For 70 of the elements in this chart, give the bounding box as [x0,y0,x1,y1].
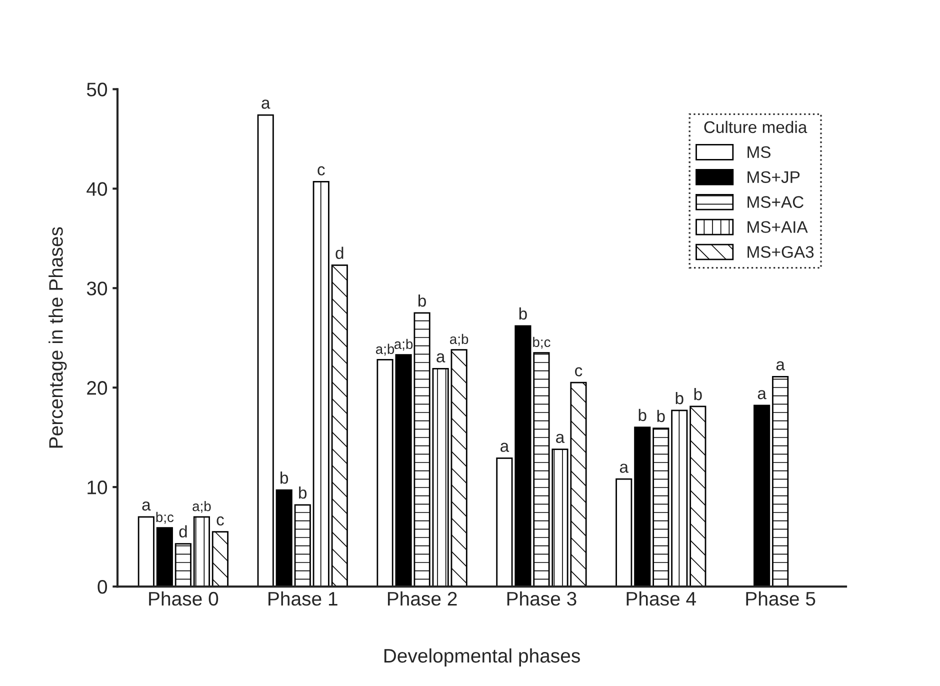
bar [257,114,274,587]
y-tick-label: 20 [87,381,108,395]
y-axis-title: Percentage in the Phases [48,227,67,448]
bar [754,404,770,587]
x-tick-label: Phase 0 [149,591,218,606]
y-tick-label: 50 [86,82,108,96]
bar [193,516,210,587]
x-tick-label: Phase 4 [626,591,696,606]
data-label: b;c [533,336,550,349]
data-label: b [694,388,702,400]
bar [212,531,228,587]
legend-label: MS+GA3 [748,246,814,258]
legend-label: MS+AIA [748,221,808,233]
bar [450,349,468,587]
bar [414,312,430,587]
bar [138,516,154,587]
y-tick-label: 30 [86,282,108,296]
data-label: b [280,472,288,484]
data-label: b [299,486,307,499]
bar [312,180,330,587]
bar [156,527,173,587]
data-label: b [657,410,665,422]
data-label: a [556,434,565,443]
data-label: d [179,525,187,538]
data-label: a [262,100,270,109]
data-label: b [418,294,426,307]
data-label: b [638,408,646,422]
data-label: a [436,353,446,362]
bar [496,458,513,587]
data-label: b;c [156,512,174,524]
legend-label: MS+JP [748,171,800,184]
bar [432,368,449,587]
bar [671,410,688,587]
bar [331,264,348,587]
x-axis-title: Developmental phases [384,648,580,667]
bar [634,426,651,587]
legend-label: MS+AC [748,196,804,208]
data-label: d [336,246,344,259]
data-label: a [142,501,151,511]
bar [276,489,292,587]
y-tick-label: 10 [88,480,108,494]
legend-label: MS [748,146,770,158]
y-tick-label: 40 [86,182,108,196]
bar [294,504,311,587]
x-tick-label: Phase 3 [507,591,576,606]
data-label: c [575,367,582,376]
data-label: b [676,392,684,404]
bar [616,478,632,587]
legend-title: Culture media [704,120,808,134]
x-tick-label: Phase 2 [388,591,457,606]
data-label: c [216,516,224,526]
data-label: a;b [192,500,211,513]
data-label: a;b [394,338,413,351]
bar [652,428,670,587]
x-tick-label: Phase 5 [746,591,816,606]
y-tick-label: 0 [98,580,108,594]
bar [174,543,192,587]
data-label: a [620,464,628,473]
data-label: a [500,442,510,452]
data-label: a;b [376,344,394,356]
bar [514,325,532,587]
data-label: c [318,166,325,176]
data-label: a [776,361,785,370]
bar [690,406,706,587]
data-label: a;b [450,334,468,346]
bar [772,376,789,587]
data-label: a [758,390,766,400]
data-label: b [519,307,527,320]
x-tick-label: Phase 1 [268,591,338,606]
bar [533,352,550,587]
